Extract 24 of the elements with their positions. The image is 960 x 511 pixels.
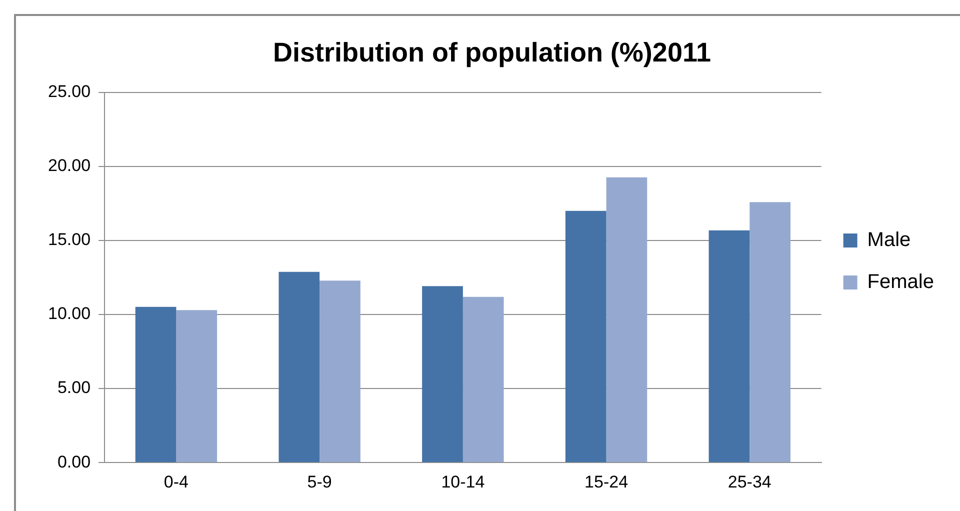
y-tick-label: 15.00 [48,230,91,250]
bar [278,272,320,462]
y-tick-label: 10.00 [48,304,91,324]
x-tick-label: 5-9 [307,472,332,492]
y-tick-label: 20.00 [48,156,91,176]
bar [606,177,648,462]
x-tick-label: 15-24 [584,472,628,492]
y-tick-label: 25.00 [48,82,91,102]
chart-title: Distribution of population (%)2011 [273,38,711,68]
x-tick-label: 10-14 [441,472,485,492]
bar [176,310,218,462]
y-tick-label: 0.00 [57,452,91,472]
legend-label: Female [867,271,934,294]
bar [320,280,360,462]
bar [462,296,504,462]
y-tick-label: 5.00 [57,378,91,398]
bar [135,306,176,462]
bar [422,286,463,462]
x-tick-label: 0-4 [164,472,189,492]
bar [708,230,750,462]
bar [750,202,790,462]
legend-label: Male [867,229,911,252]
x-tick-label: 25-34 [728,472,772,492]
bar [565,210,606,462]
